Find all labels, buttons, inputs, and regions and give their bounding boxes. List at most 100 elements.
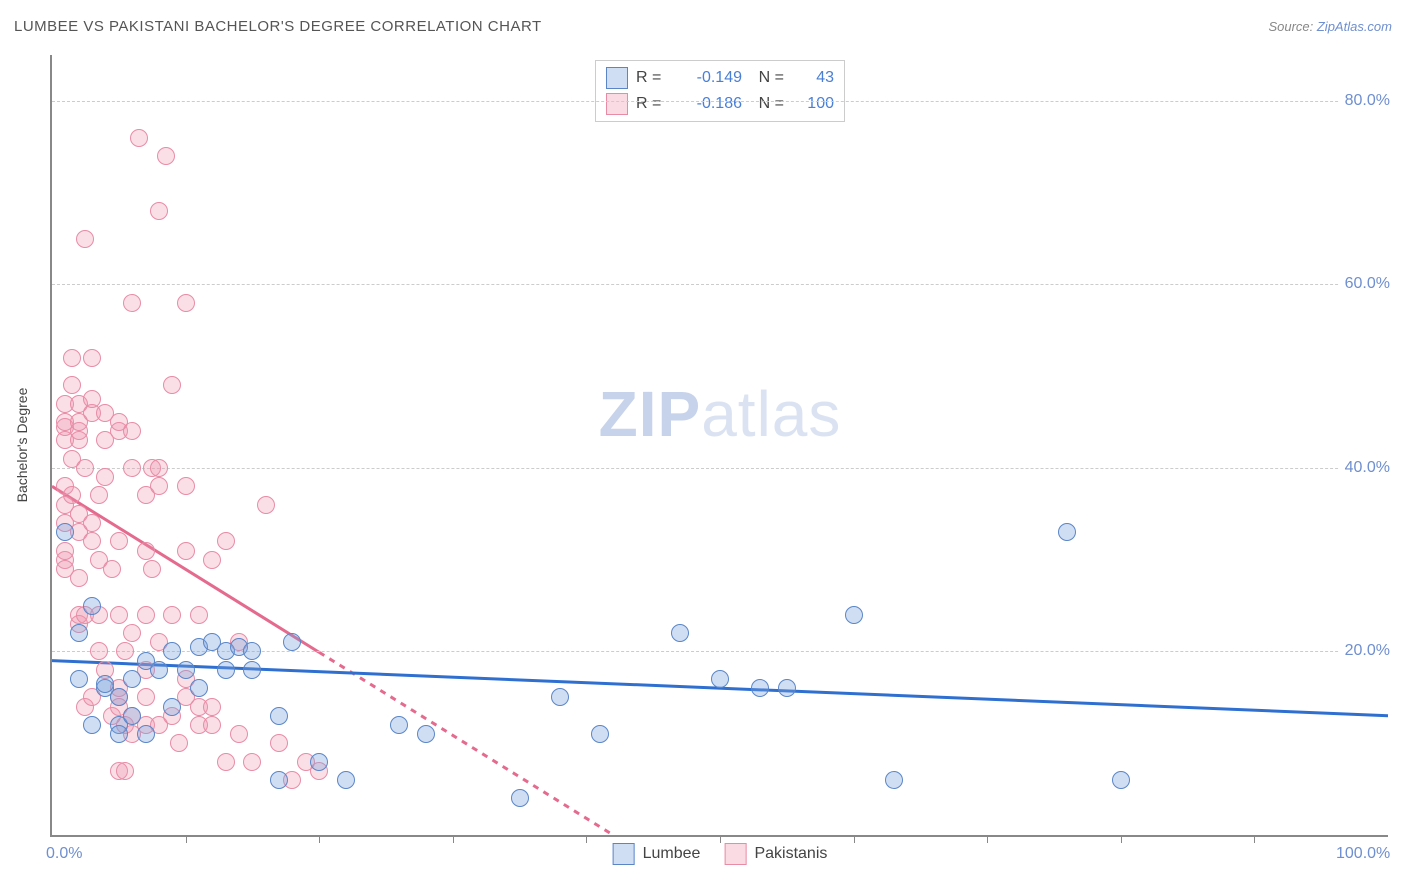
data-point [203,716,221,734]
data-point [163,606,181,624]
x-tick [319,835,320,843]
data-point [56,523,74,541]
x-tick [586,835,587,843]
data-point [591,725,609,743]
watermark: ZIPatlas [599,377,842,451]
data-point [163,642,181,660]
x-tick-label: 0.0% [46,845,82,863]
data-point [150,477,168,495]
data-point [751,679,769,697]
data-point [778,679,796,697]
data-point [110,606,128,624]
data-point [203,698,221,716]
data-point [83,532,101,550]
y-axis-title: Bachelor's Degree [14,388,30,503]
x-tick [1254,835,1255,843]
data-point [270,734,288,752]
swatch-pakistanis [606,93,628,115]
data-point [83,597,101,615]
data-point [90,486,108,504]
gridline [52,284,1388,285]
data-point [257,496,275,514]
source-link[interactable]: ZipAtlas.com [1317,19,1392,34]
data-point [190,679,208,697]
data-point [150,459,168,477]
data-point [83,349,101,367]
data-point [137,606,155,624]
data-point [83,514,101,532]
y-tick-label: 40.0% [1339,459,1390,477]
stats-legend: R = -0.149 N = 43 R = -0.186 N = 100 [595,60,845,122]
x-tick [186,835,187,843]
data-point [137,725,155,743]
data-point [711,670,729,688]
x-tick [453,835,454,843]
data-point [1058,523,1076,541]
data-point [170,734,188,752]
data-point [83,716,101,734]
data-point [63,349,81,367]
data-point [116,642,134,660]
data-point [283,633,301,651]
y-tick-label: 20.0% [1339,642,1390,660]
data-point [511,789,529,807]
data-point [76,459,94,477]
data-point [390,716,408,734]
stats-row-lumbee: R = -0.149 N = 43 [606,65,834,91]
data-point [845,606,863,624]
data-point [177,661,195,679]
x-tick-label: 100.0% [1336,845,1390,863]
data-point [243,753,261,771]
chart-title: LUMBEE VS PAKISTANI BACHELOR'S DEGREE CO… [14,18,542,35]
data-point [671,624,689,642]
data-point [90,642,108,660]
data-point [56,542,74,560]
data-point [310,753,328,771]
data-point [130,129,148,147]
data-point [123,624,141,642]
scatter-plot: Bachelor's Degree ZIPatlas R = -0.149 N … [50,55,1388,837]
data-point [76,230,94,248]
data-point [177,477,195,495]
legend-item-lumbee: Lumbee [613,843,701,865]
data-point [123,459,141,477]
gridline [52,101,1388,102]
y-tick-label: 60.0% [1339,275,1390,293]
data-point [70,624,88,642]
source-label: Source: ZipAtlas.com [1268,19,1392,34]
data-point [217,661,235,679]
data-point [137,688,155,706]
swatch-icon [724,843,746,865]
data-point [217,753,235,771]
data-point [123,707,141,725]
data-point [270,707,288,725]
data-point [103,560,121,578]
data-point [70,670,88,688]
data-point [123,294,141,312]
x-tick [720,835,721,843]
swatch-lumbee [606,67,628,89]
swatch-icon [613,843,635,865]
data-point [177,542,195,560]
data-point [270,771,288,789]
data-point [1112,771,1130,789]
data-point [157,147,175,165]
data-point [110,725,128,743]
data-point [203,551,221,569]
data-point [243,661,261,679]
data-point [337,771,355,789]
data-point [163,698,181,716]
data-point [150,202,168,220]
y-tick-label: 80.0% [1339,92,1390,110]
trend-lines [52,55,1388,835]
data-point [143,560,161,578]
stats-row-pakistanis: R = -0.186 N = 100 [606,91,834,117]
data-point [137,542,155,560]
data-point [63,376,81,394]
data-point [96,468,114,486]
data-point [123,670,141,688]
x-tick [1121,835,1122,843]
x-tick [854,835,855,843]
data-point [885,771,903,789]
data-point [70,569,88,587]
